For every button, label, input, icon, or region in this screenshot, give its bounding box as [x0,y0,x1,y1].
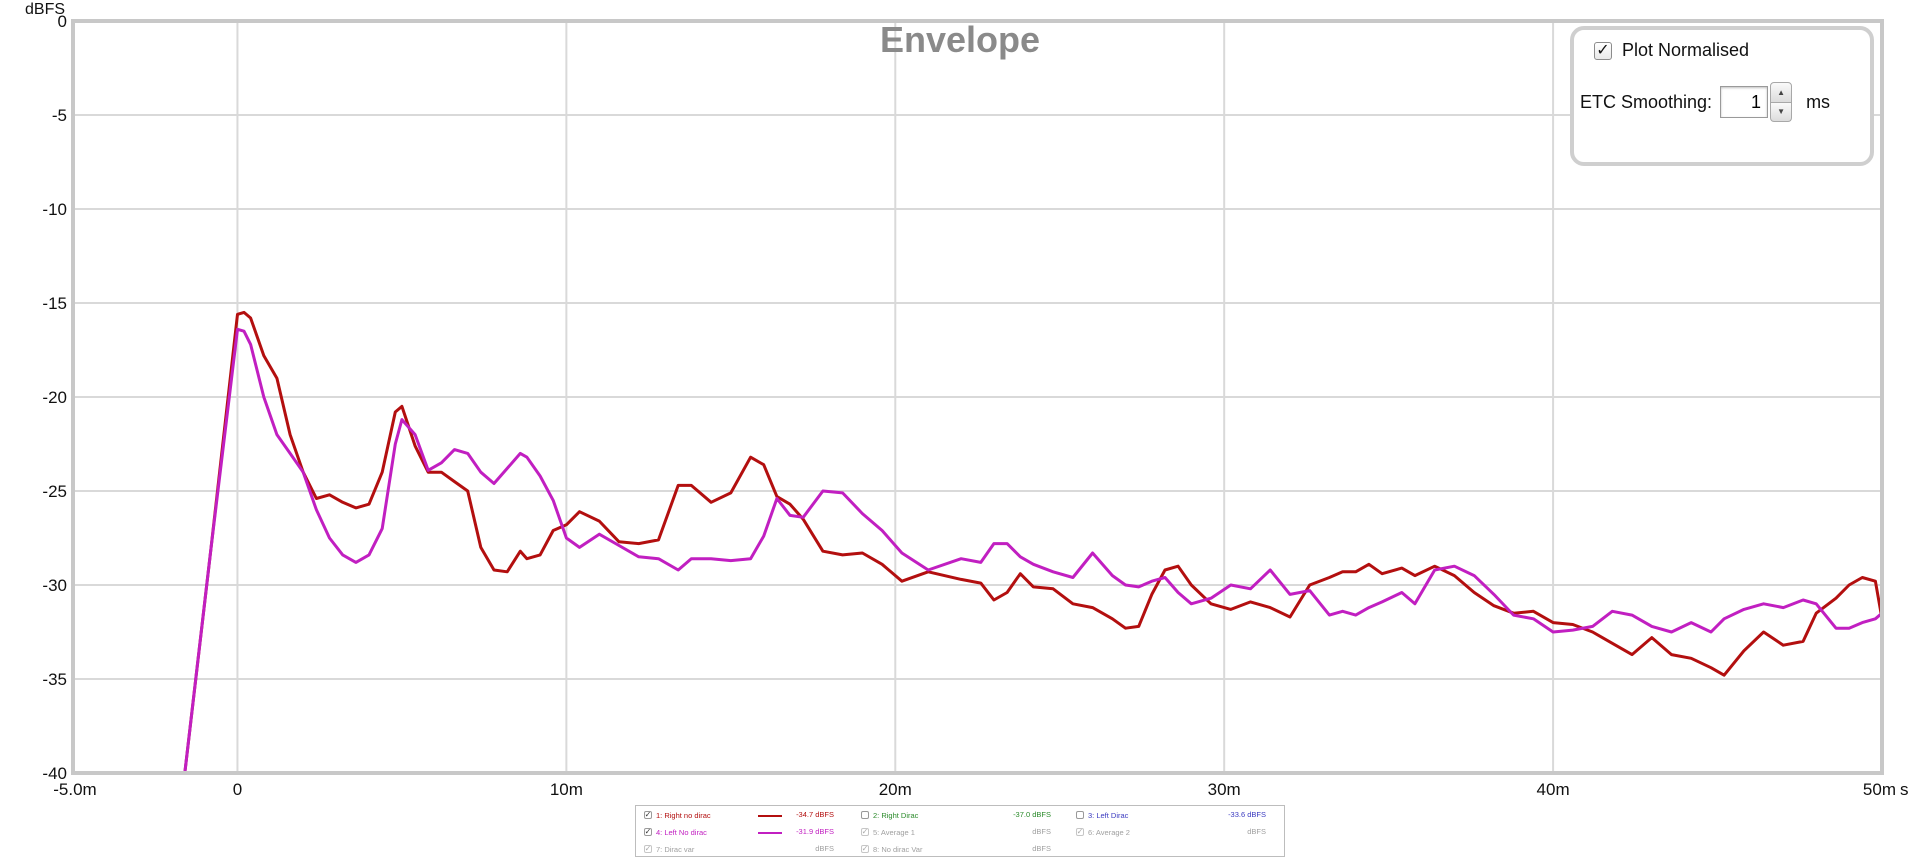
legend-name: 5: Average 1 [873,827,915,837]
x-tick-label: 10m [550,780,583,799]
etc-smoothing-label: ETC Smoothing: [1580,91,1713,112]
legend-value: dBFS [815,844,834,853]
legend-checkbox[interactable]: ✓ [861,827,869,836]
x-axis-unit: s [1900,780,1909,799]
legend-swatch [758,815,782,817]
etc-smoothing-input[interactable]: 1 [1720,86,1769,118]
y-tick-label: 0 [58,12,67,31]
grid [72,20,1883,774]
y-tick-label: -30 [42,576,67,595]
legend-item[interactable]: ✓ 6: Average 2 [1076,825,1130,839]
legend-value: -34.7 dBFS [796,810,834,819]
envelope-settings-panel: ✓ Plot Normalised ETC Smoothing: 1 ▲ ▼ m… [1570,26,1874,166]
x-tick-label: -5.0m [53,780,96,799]
etc-smoothing-unit: ms [1806,91,1831,112]
legend-checkbox[interactable] [861,811,869,819]
series-line-1 [183,310,1884,774]
legend-value: dBFS [1247,827,1266,836]
measurement-legend: ✓ 1: Right no dirac -34.7 dBFS 2: Right Dir… [635,805,1285,857]
legend-checkbox[interactable] [1076,811,1084,819]
legend-name: 8: No dirac Var [873,844,923,854]
x-tick-label: 30m [1208,780,1241,799]
legend-value: -33.6 dBFS [1228,810,1266,819]
legend-name: 2: Right Dirac [873,810,919,820]
y-axis-unit: dBFS [25,1,65,18]
check-icon: ✓ [1596,41,1610,59]
y-tick-label: -25 [42,482,67,501]
y-tick-label: -15 [42,294,67,313]
x-tick-label: 40m [1537,780,1570,799]
plot-normalised-row[interactable]: ✓ Plot Normalised [1594,40,1749,61]
legend-name: 1: Right no dirac [656,810,711,820]
legend-checkbox[interactable]: ✓ [1076,827,1084,836]
stepper-up-icon[interactable]: ▲ [1770,82,1793,103]
legend-item[interactable]: ✓ 8: No dirac Var [861,842,922,856]
y-tick-label: -40 [42,764,67,783]
legend-name: 7: Dirac var [656,844,695,854]
legend-value: -31.9 dBFS [796,827,834,836]
etc-smoothing-stepper[interactable]: ▲ ▼ [1770,82,1793,122]
y-tick-label: -35 [42,670,67,689]
y-tick-label: -20 [42,388,67,407]
y-tick-label: -10 [42,200,67,219]
legend-name: 4: Left No dirac [656,827,707,837]
stepper-down-icon[interactable]: ▼ [1770,102,1793,122]
legend-checkbox[interactable]: ✓ [644,827,652,836]
legend-checkbox[interactable]: ✓ [861,844,869,853]
chart-title: Envelope [880,19,1040,60]
x-tick-label: 50m [1863,780,1896,799]
legend-checkbox[interactable]: ✓ [644,844,652,853]
plot-normalised-checkbox[interactable]: ✓ [1594,41,1612,60]
legend-name: 6: Average 2 [1088,827,1130,837]
legend-item[interactable]: ✓ 5: Average 1 [861,825,915,839]
legend-value: dBFS [1032,844,1051,853]
legend-name: 3: Left Dirac [1088,810,1129,820]
legend-value: dBFS [1032,827,1051,836]
x-tick-label: 0 [233,780,242,799]
plot-frame [71,19,1884,775]
legend-item[interactable]: 2: Right Dirac [861,808,918,822]
plot-normalised-label: Plot Normalised [1622,40,1750,60]
legend-item[interactable]: ✓ 7: Dirac var [644,842,694,856]
series-lines [183,310,1884,774]
legend-item[interactable]: 3: Left Dirac [1076,808,1128,822]
legend-item[interactable]: ✓ 1: Right no dirac [644,808,711,822]
x-tick-label: 20m [879,780,912,799]
legend-checkbox[interactable]: ✓ [644,810,652,819]
etc-smoothing-row: ETC Smoothing: 1 ▲ ▼ ms [1580,82,1830,122]
tick-labels: -5.0m 0 10m 20m 30m 40m 50m 0 -5 -10 -15 -20 -25 -30 -… [42,12,1896,799]
legend-item[interactable]: ✓ 4: Left No dirac [644,825,707,839]
legend-value: -37.0 dBFS [1013,810,1051,819]
y-tick-label: -5 [52,106,67,125]
series-line-2 [183,327,1883,774]
legend-swatch [758,832,782,834]
